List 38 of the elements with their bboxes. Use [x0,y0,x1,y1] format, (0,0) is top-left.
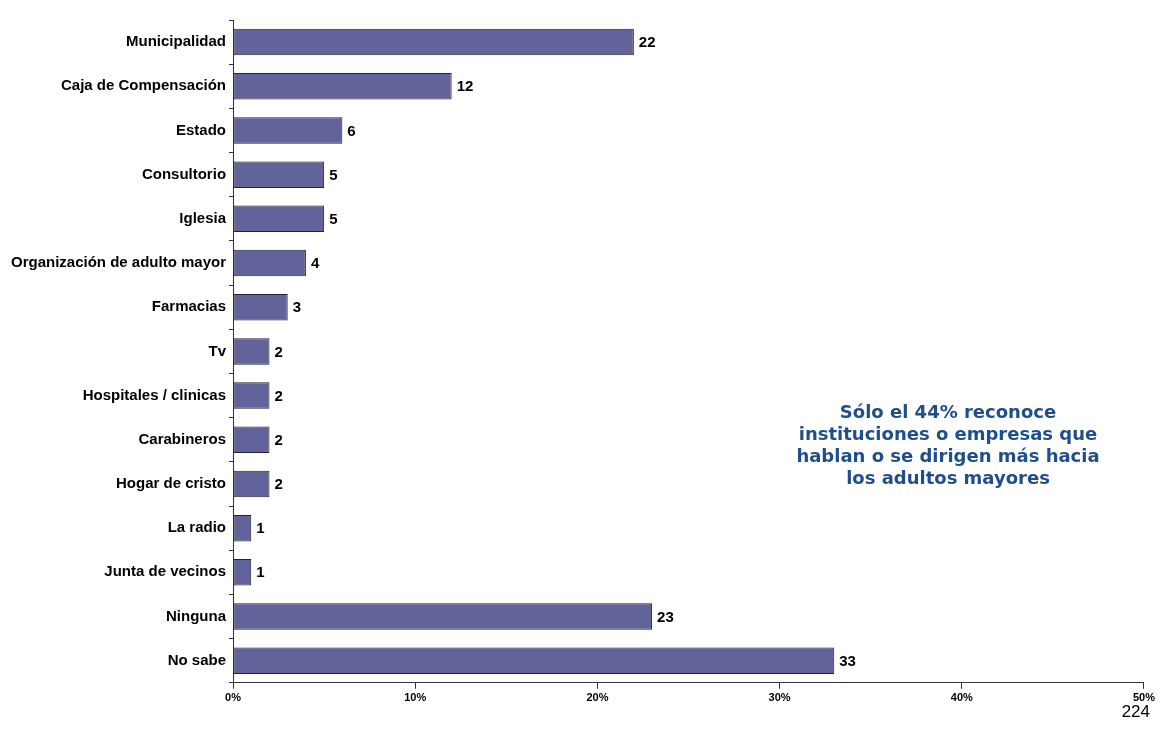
y-tick-label: Consultorio [141,164,227,182]
data-label: 1 [256,519,265,537]
data-label: 22 [638,33,656,51]
x-tick-label: 40% [950,691,974,704]
x-tick-label: 50% [1132,691,1156,704]
y-tick-label: Hogar de cristo [116,474,227,492]
data-label: 4 [310,254,320,272]
data-label: 2 [274,430,283,448]
y-tick-label: Ninguna [166,606,227,624]
data-label: 2 [274,386,283,404]
y-tick-label: Carabineros [138,429,227,447]
annotation: Sólo el 44% reconoce instituciones o empresas que hablan o se dirigen más hacia los adultos mayores [795,401,1101,489]
y-tick-label: Junta de vecinos [104,562,227,580]
text: 224 [1121,702,1150,722]
y-tick-label: Hospitales / clinicas [82,385,227,403]
y-tick-label: Estado [176,120,227,138]
data-label: 1 [256,563,265,581]
y-tick-label: Farmacias [151,297,227,315]
data-label: 12 [456,77,474,95]
data-label: 5 [329,209,338,227]
x-tick-label: 30% [768,691,791,704]
data-label: 5 [329,165,338,183]
y-tick-label: Iglesia [179,208,227,226]
y-tick-label: No sabe [167,650,227,668]
data-label: 33 [839,651,856,669]
y-tick-label: Municipalidad [126,32,227,50]
y-tick-label: La radio [167,518,227,536]
data-label: 2 [274,475,283,493]
data-label: 23 [657,607,674,625]
x-tick-label: 10% [404,691,427,704]
y-tick-label: Organización de adulto mayor [10,253,227,271]
y-tick-label: Caja de Compensación [60,76,227,94]
data-label: 3 [292,298,302,316]
data-label: 6 [347,121,356,139]
x-tick-label: 0% [225,691,242,704]
data-label: 2 [274,342,283,360]
x-tick-label: 20% [586,691,609,704]
y-tick-label: Tv [208,341,227,359]
